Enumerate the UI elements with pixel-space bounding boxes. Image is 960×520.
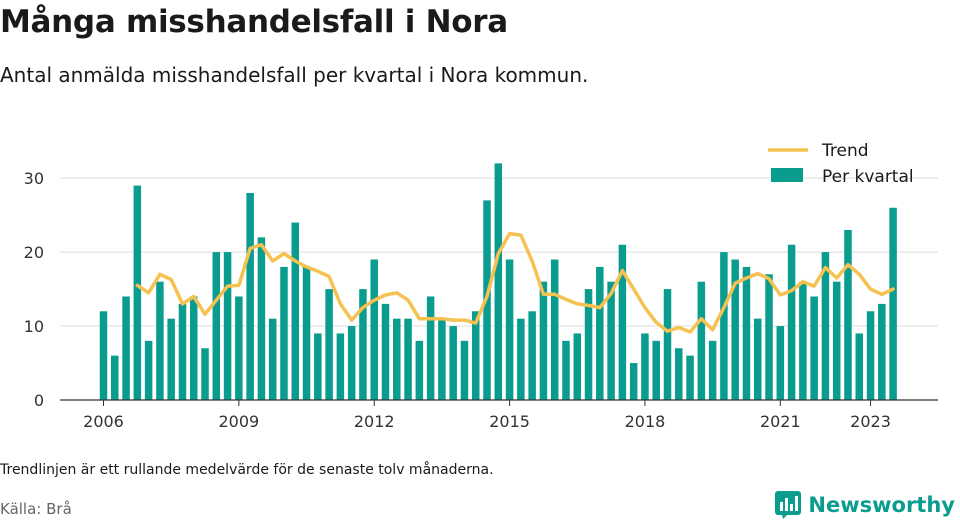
bar — [268, 318, 277, 400]
bar — [765, 274, 773, 400]
x-tick-label: 2009 — [219, 412, 260, 431]
bar — [246, 192, 254, 400]
bar — [347, 326, 356, 400]
bar — [720, 252, 728, 400]
bar — [866, 311, 875, 400]
x-tick-label: 2015 — [489, 412, 530, 431]
x-tick-label: 2023 — [850, 412, 891, 431]
chart: 0 10 20 30 2006 2009 2012 2015 2018 2021 2023 Tren… — [24, 141, 938, 431]
bar — [878, 303, 886, 400]
bar — [302, 266, 311, 400]
bar — [280, 266, 288, 400]
bar — [133, 185, 142, 400]
bar — [156, 281, 164, 400]
bar — [438, 318, 446, 400]
source-label: Källa: Brå — [0, 500, 72, 518]
bar — [618, 244, 627, 400]
bar — [550, 259, 559, 400]
bar — [607, 281, 615, 400]
bar — [641, 333, 649, 400]
x-tick-label: 2012 — [354, 412, 395, 431]
bar — [810, 296, 818, 400]
newsworthy-icon — [775, 491, 802, 519]
bar — [257, 237, 266, 400]
y-tick-label: 10 — [24, 317, 44, 336]
x-tick-label: 2018 — [625, 412, 666, 431]
bar — [99, 311, 108, 400]
bar — [855, 333, 864, 400]
bar — [404, 318, 412, 400]
bar — [562, 340, 570, 400]
bar — [325, 289, 333, 400]
bar — [753, 318, 762, 400]
bar — [223, 252, 232, 400]
bar — [528, 311, 536, 400]
bar — [178, 303, 187, 400]
bar — [235, 296, 243, 400]
bar — [291, 222, 300, 400]
bar — [539, 281, 548, 400]
bar — [111, 355, 119, 400]
bar — [799, 281, 807, 400]
bar — [596, 266, 604, 400]
legend-bars-swatch — [771, 168, 803, 182]
bar — [517, 318, 525, 400]
y-tick-label: 0 — [34, 391, 44, 410]
bar — [652, 340, 660, 400]
bar — [167, 318, 175, 400]
bar — [844, 229, 852, 400]
bar — [731, 259, 739, 400]
x-tick-label: 2006 — [83, 412, 124, 431]
brand-logo[interactable]: Newsworthy — [774, 490, 955, 520]
bar — [505, 259, 514, 400]
bar — [393, 318, 401, 400]
bar — [144, 340, 153, 400]
bar — [460, 340, 469, 400]
bar — [629, 363, 638, 400]
bar — [449, 326, 457, 400]
bar — [675, 348, 683, 400]
bar — [708, 340, 717, 400]
bar — [415, 340, 424, 400]
trend-line — [135, 231, 895, 334]
footnote: Trendlinjen är ett rullande medelvärde f… — [0, 462, 494, 478]
chart-title: Många misshandelsfall i Nora — [0, 4, 508, 40]
bar — [336, 333, 345, 400]
bar — [776, 326, 785, 400]
legend-trend-label: Trend — [821, 141, 869, 161]
bar — [889, 207, 897, 400]
bar — [201, 348, 209, 400]
bar — [426, 296, 435, 400]
bar — [832, 281, 841, 400]
brand-name: Newsworthy — [808, 493, 955, 517]
chart-subtitle: Antal anmälda misshandelsfall per kvarta… — [0, 63, 589, 87]
bar — [821, 252, 830, 400]
x-tick-label: 2021 — [760, 412, 801, 431]
bar — [686, 355, 694, 400]
bar — [370, 259, 378, 400]
bar — [742, 266, 751, 400]
legend-bars-label: Per kvartal — [822, 167, 914, 187]
bar — [573, 333, 582, 400]
bar — [494, 163, 503, 400]
bar — [697, 281, 706, 400]
bar — [314, 333, 322, 400]
y-tick-label: 20 — [24, 243, 44, 262]
bar — [663, 289, 672, 400]
bar — [359, 289, 367, 400]
bar — [189, 296, 198, 400]
bar — [471, 311, 480, 400]
bar — [381, 303, 390, 400]
bar — [787, 244, 796, 400]
y-tick-label: 30 — [24, 169, 44, 188]
bar — [122, 296, 130, 400]
bar — [212, 252, 221, 400]
bar — [584, 289, 593, 400]
